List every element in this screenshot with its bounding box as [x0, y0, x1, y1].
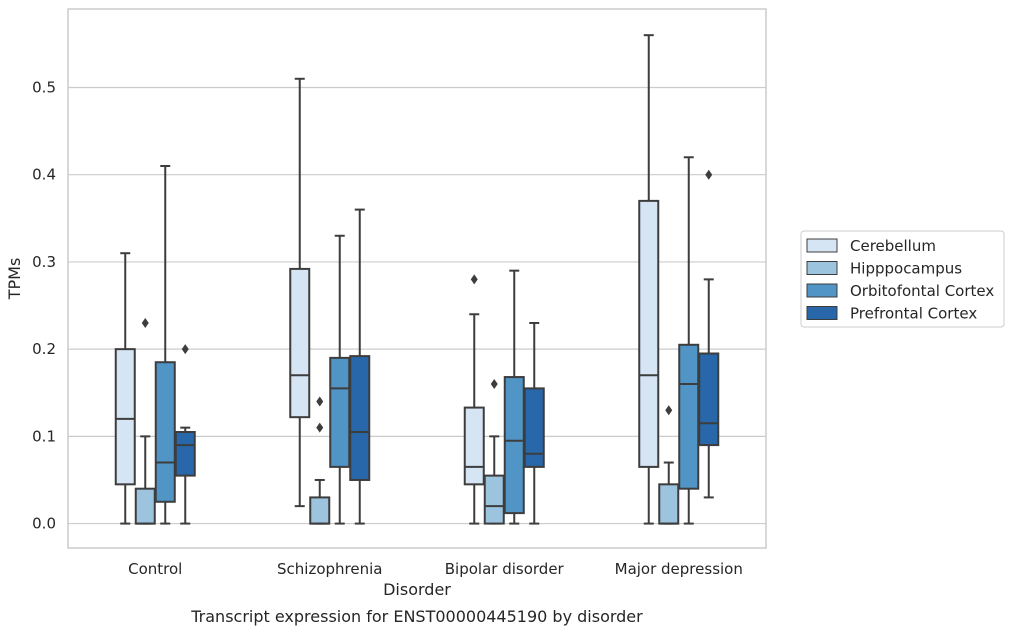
x-tick-label: Major depression — [615, 560, 743, 578]
plot-area-frame — [67, 8, 767, 549]
legend-label: Orbitofontal Cortex — [850, 282, 994, 300]
legend-swatch — [806, 238, 838, 253]
box — [114, 348, 136, 486]
outlier-point — [181, 344, 189, 355]
x-axis-ticks: Control Schizophrenia Bipolar disorder Majo… — [128, 560, 743, 578]
legend-swatch — [806, 261, 838, 275]
box — [349, 355, 371, 481]
legend-swatch — [806, 283, 838, 298]
box — [503, 376, 525, 515]
series-cerebellum — [114, 34, 660, 525]
legend-frame — [800, 230, 1005, 328]
series-prefrontal-cortex — [174, 169, 720, 525]
x-tick-label: Schizophrenia — [277, 560, 382, 578]
y-axis-ticks: 0.0 0.1 0.2 0.3 0.4 0.5 — [32, 78, 56, 532]
y-tick-label: 0.1 — [32, 427, 56, 445]
box — [289, 267, 311, 419]
legend-label: Prefrontal Cortex — [850, 305, 977, 323]
legend-label: Hipppocampus — [850, 260, 962, 278]
series-hipppocampus — [134, 317, 680, 525]
y-axis-label: TPMs — [5, 258, 24, 301]
outlier-point — [316, 422, 324, 433]
y-tick-label: 0.2 — [32, 340, 56, 358]
box — [309, 496, 331, 525]
figure-caption: Transcript expression for ENST0000044519… — [190, 607, 643, 626]
box — [523, 387, 545, 468]
legend-swatch — [806, 306, 838, 320]
legend-label: Cerebellum — [850, 237, 936, 255]
box — [463, 406, 485, 486]
box — [483, 474, 505, 525]
x-tick-label: Control — [128, 560, 182, 578]
series-orbitofontal-cortex — [154, 156, 700, 525]
outlier-point — [141, 317, 149, 328]
box — [658, 483, 680, 525]
outlier-point — [665, 405, 673, 416]
box — [698, 352, 720, 447]
outlier-point — [490, 379, 498, 390]
outlier-point — [316, 396, 324, 407]
box-series-group — [114, 34, 720, 525]
x-axis-label: Disorder — [383, 580, 451, 599]
y-tick-label: 0.4 — [32, 166, 56, 184]
y-tick-label: 0.3 — [32, 253, 56, 271]
box — [174, 431, 196, 477]
box — [638, 199, 660, 468]
box — [678, 343, 700, 490]
outlier-point — [705, 169, 713, 180]
box — [134, 487, 156, 525]
legend: Cerebellum Hipppocampus Orbitofontal Corte… — [800, 230, 1005, 328]
y-tick-label: 0.5 — [32, 78, 56, 96]
y-tick-label: 0.0 — [32, 515, 56, 533]
box — [329, 356, 351, 468]
outlier-point — [470, 274, 478, 285]
x-tick-label: Bipolar disorder — [445, 560, 565, 578]
box — [154, 361, 176, 503]
